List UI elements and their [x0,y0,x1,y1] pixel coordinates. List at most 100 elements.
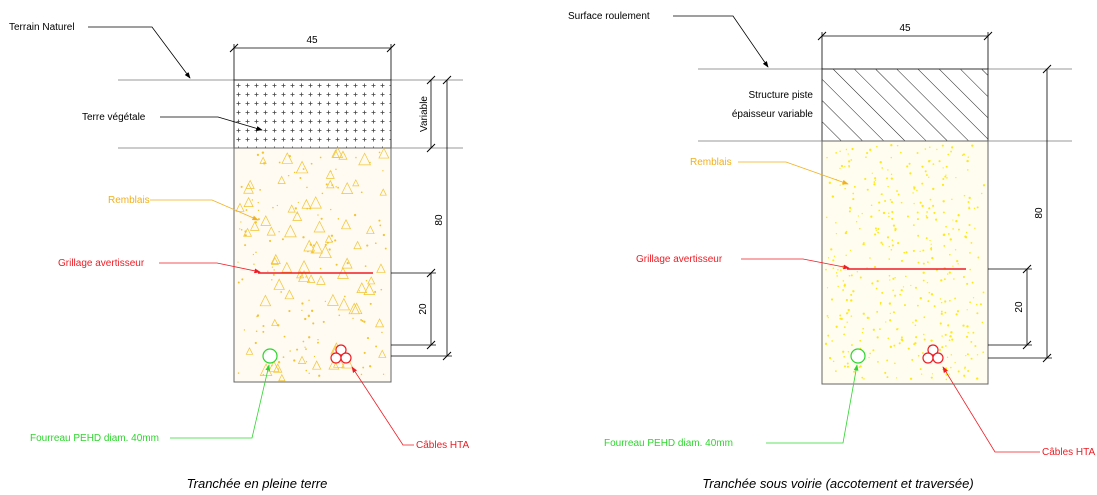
aggregate-grain [946,370,949,372]
aggregate-grain [839,184,841,186]
aggregate-grain [844,165,846,167]
aggregate-grain [353,213,357,217]
aggregate-grain [853,370,856,373]
aggregate-grain [930,376,933,379]
aggregate-grain [920,373,923,375]
aggregate-grain [256,314,260,317]
aggregate-grain [288,309,291,313]
aggregate-grain [850,299,853,302]
aggregate-grain [295,160,309,174]
aggregate-grain [384,247,387,250]
aggregate-grain [313,220,326,233]
aggregate-grain [975,303,978,306]
aggregate-grain [280,291,283,293]
aggregate-grain [955,219,958,223]
aggregate-grain [925,237,928,240]
aggregate-grain [893,344,896,347]
aggregate-grain [826,314,829,317]
aggregate-grain [888,274,891,277]
aggregate-grain [869,352,872,355]
aggregate-grain [969,268,972,271]
aggregate-grain [955,176,957,179]
aggregate-grain [969,252,971,254]
right-ground-leader [673,15,769,68]
right-caption: Tranchée sous voirie (accotement et trav… [702,476,973,491]
aggregate-grain [874,227,877,230]
aggregate-grain [324,300,327,303]
aggregate-grain [929,146,931,149]
aggregate-grain [942,200,945,203]
aggregate-grain [240,185,243,188]
aggregate-grain [946,356,949,359]
aggregate-grain [244,244,247,247]
aggregate-grain [942,167,944,169]
aggregate-grain [864,177,867,181]
aggregate-grain [244,234,247,237]
aggregate-grain [871,282,874,285]
aggregate-grain [868,356,870,359]
aggregate-grain [915,336,918,339]
aggregate-grain [237,261,239,263]
aggregate-grain [891,210,894,214]
aggregate-grain [318,374,321,377]
aggregate-grain [362,366,365,369]
aggregate-grain [903,304,906,307]
aggregate-grain [844,365,846,368]
aggregate-grain [891,239,894,241]
aggregate-grain [888,245,890,248]
aggregate-grain [945,345,947,347]
aggregate-grain [312,244,316,247]
left-dim-width-tick-r [386,43,396,53]
left-dim-variable-label: Variable [419,96,430,132]
aggregate-grain [253,263,255,265]
aggregate-grain [305,361,308,363]
aggregate-grain [943,244,946,247]
aggregate-grain [886,359,889,362]
aggregate-grain [358,152,371,166]
aggregate-grain [331,240,334,243]
aggregate-grain [877,227,880,230]
aggregate-grain [268,360,280,372]
aggregate-grain [284,224,297,238]
aggregate-grain [364,265,367,267]
aggregate-grain [913,202,915,205]
aggregate-grain [931,256,934,260]
aggregate-grain [382,373,385,375]
aggregate-grain [889,198,892,201]
aggregate-grain [950,354,953,356]
aggregate-grain [944,311,947,314]
aggregate-grain [244,230,247,233]
aggregate-grain [243,196,254,208]
aggregate-grain [848,166,850,168]
aggregate-grain [962,153,965,156]
aggregate-grain [835,370,837,373]
aggregate-grain [374,242,377,245]
aggregate-grain [846,321,848,323]
aggregate-grain [260,215,272,226]
aggregate-grain [308,372,310,374]
aggregate-grain [876,310,879,313]
aggregate-grain [894,229,897,232]
aggregate-grain [839,314,842,317]
aggregate-grain [922,249,925,252]
aggregate-grain [261,151,265,154]
aggregate-grain [365,280,368,282]
aggregate-grain [352,179,360,187]
aggregate-grain [909,377,913,380]
left-conduit-leader [170,364,271,439]
aggregate-grain [890,249,893,251]
aggregate-grain [352,317,354,320]
aggregate-grain [879,301,882,304]
aggregate-grain [872,328,875,331]
aggregate-grain [836,275,838,277]
aggregate-grain [311,251,314,254]
aggregate-grain [894,294,897,297]
aggregate-grain [272,206,274,209]
aggregate-grain [869,148,872,152]
aggregate-grain [970,357,973,360]
aggregate-grain [948,271,951,274]
aggregate-grain [870,215,873,218]
aggregate-grain [852,192,855,195]
aggregate-grain [305,369,308,372]
left-dim-width-tick-l [229,43,239,53]
